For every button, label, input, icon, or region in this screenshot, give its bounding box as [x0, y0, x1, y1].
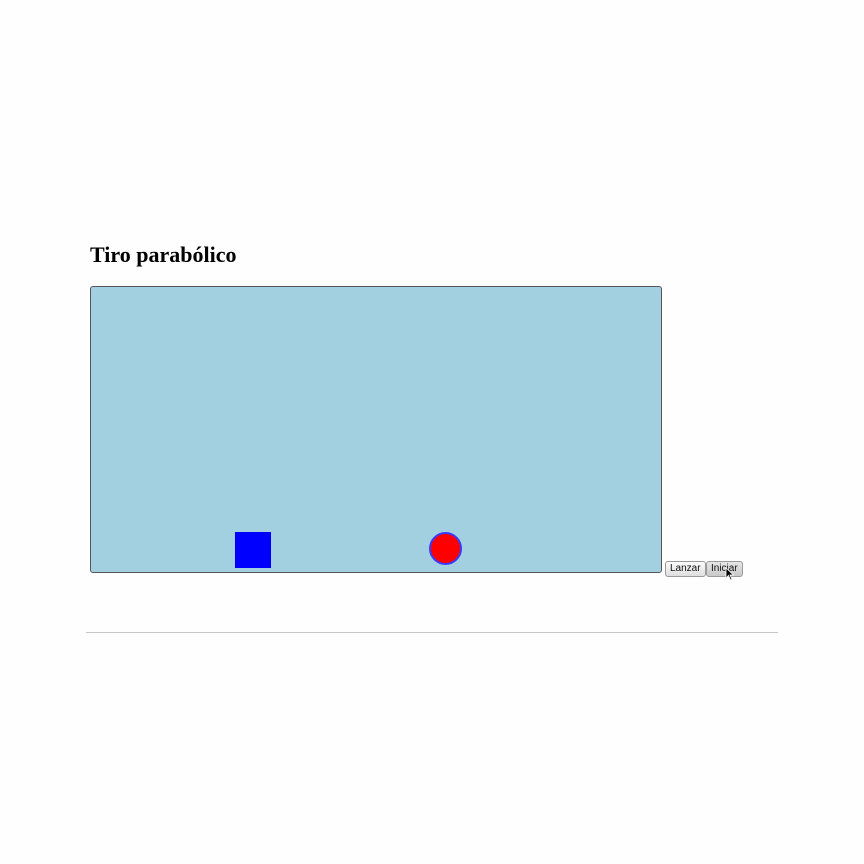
launch-button[interactable]: Lanzar	[665, 561, 706, 577]
projectile-ball	[429, 532, 462, 565]
arrow-cursor-icon	[725, 567, 735, 581]
section-divider	[86, 632, 778, 633]
target-square	[235, 532, 271, 568]
simulation-canvas[interactable]	[90, 286, 662, 573]
page-title: Tiro parabólico	[90, 242, 237, 267]
start-button[interactable]: Iniciar	[706, 561, 743, 577]
